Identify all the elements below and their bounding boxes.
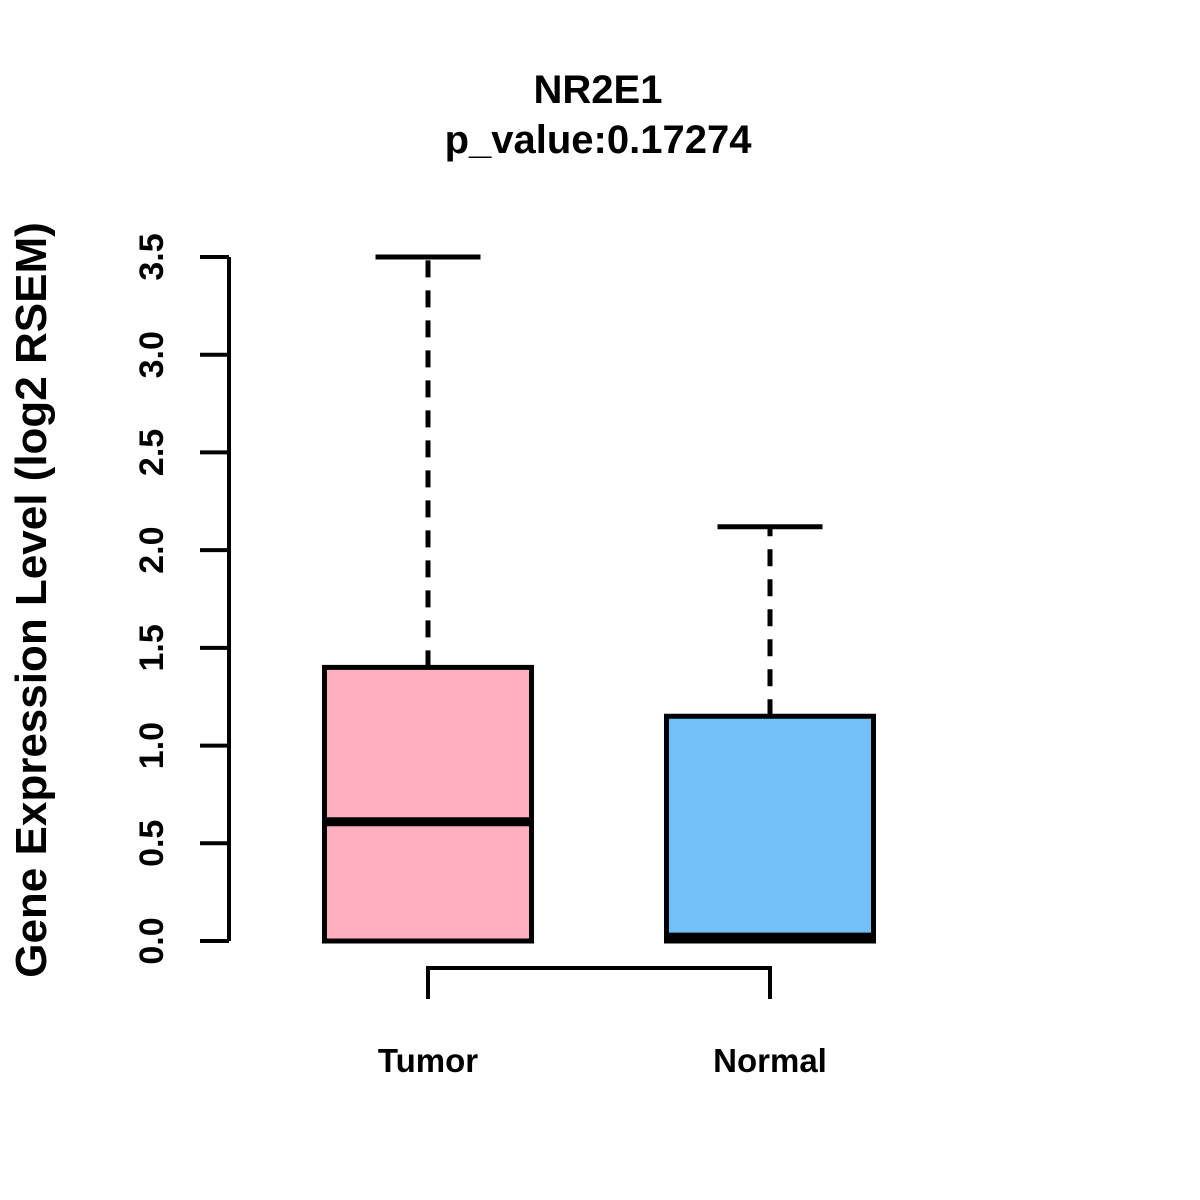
comparison-bracket [426,966,772,999]
chart-title: NR2E1 [533,68,663,112]
y-axis-tick-label: 2.5 [133,429,171,476]
y-axis-label: Gene Expression Level (log2 RSEM) [7,222,56,978]
y-axis-tick-label: 1.5 [133,624,171,671]
chart-subtitle: p_value:0.17274 [444,118,752,162]
y-axis-tick-label: 0.5 [133,820,171,867]
y-axis-tick-label: 3.0 [133,331,171,378]
x-category-label: Tumor [378,1042,478,1079]
x-category-label: Normal [713,1042,827,1079]
y-axis-tick-label: 0.0 [133,917,171,964]
box-normal [664,713,876,944]
box-tumor [322,664,534,944]
y-axis-tick-label: 3.5 [133,233,171,280]
y-axis-tick-label: 1.0 [133,722,171,769]
y-axis-tick-label: 2.0 [133,527,171,574]
